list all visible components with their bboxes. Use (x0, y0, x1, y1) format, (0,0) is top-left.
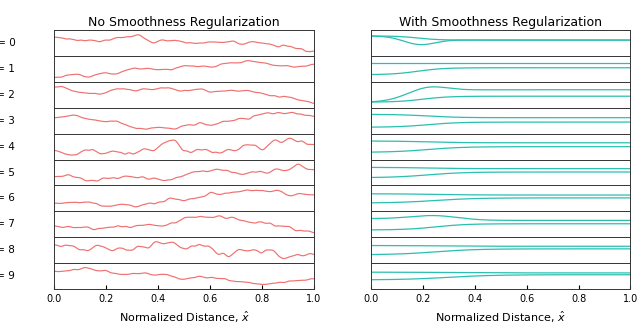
Y-axis label: j = 5: j = 5 (0, 168, 15, 177)
Y-axis label: j = 4: j = 4 (0, 142, 15, 152)
Y-axis label: j = 3: j = 3 (0, 116, 15, 126)
Y-axis label: j = 8: j = 8 (0, 245, 15, 255)
Y-axis label: j = 2: j = 2 (0, 90, 15, 100)
Y-axis label: j = 9: j = 9 (0, 271, 15, 281)
Title: No Smoothness Regularization: No Smoothness Regularization (88, 16, 280, 29)
Y-axis label: j = 1: j = 1 (0, 64, 15, 74)
X-axis label: Normalized Distance, $\hat{x}$: Normalized Distance, $\hat{x}$ (118, 309, 250, 325)
Y-axis label: j = 0: j = 0 (0, 38, 15, 48)
Y-axis label: j = 6: j = 6 (0, 194, 15, 203)
Title: With Smoothness Regularization: With Smoothness Regularization (399, 16, 602, 29)
Y-axis label: j = 7: j = 7 (0, 219, 15, 229)
X-axis label: Normalized Distance, $\hat{x}$: Normalized Distance, $\hat{x}$ (435, 309, 566, 325)
